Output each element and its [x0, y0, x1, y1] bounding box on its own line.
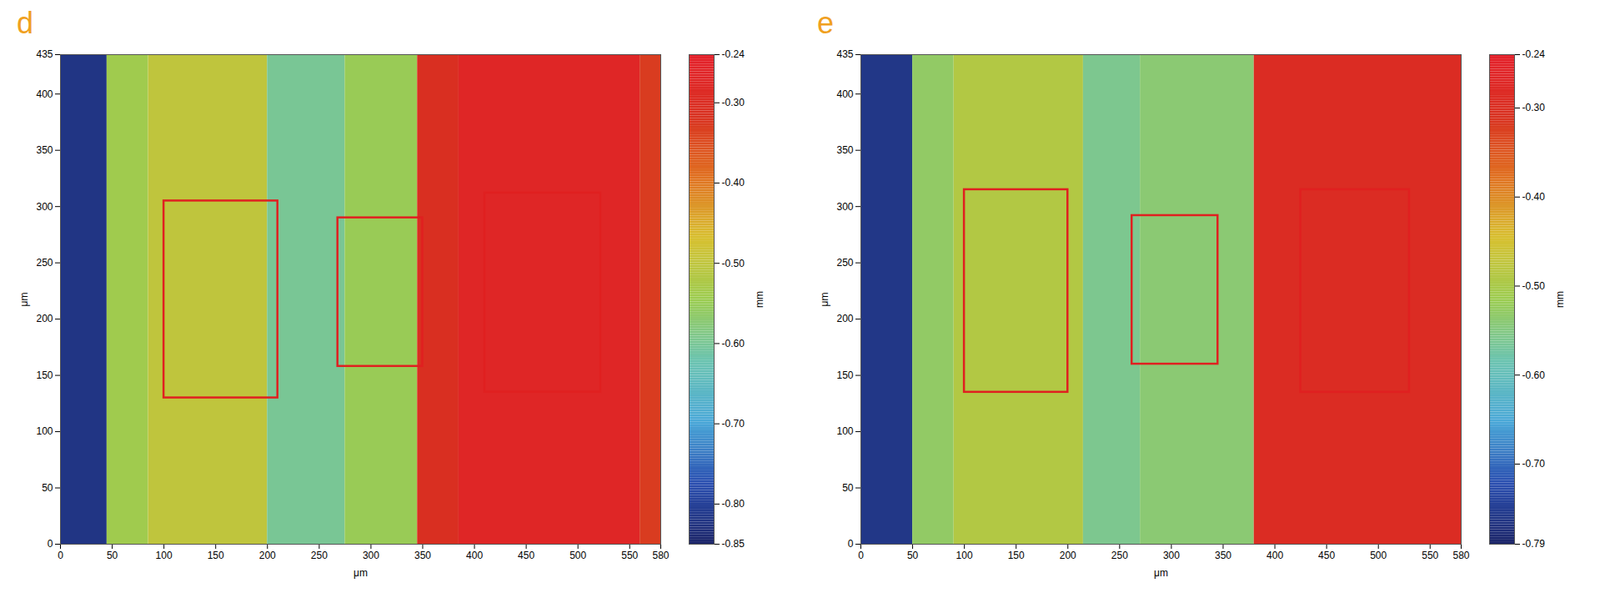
html-text:e: e: [817, 5, 834, 41]
svg-text:250: 250: [35, 256, 53, 269]
svg-text:200: 200: [259, 549, 276, 562]
svg-text:100: 100: [35, 425, 53, 437]
svg-text:0: 0: [47, 537, 54, 550]
svg-text:250: 250: [310, 549, 328, 562]
svg-text:150: 150: [836, 369, 853, 382]
svg-text:-0.80: -0.80: [722, 497, 746, 510]
svg-text:150: 150: [1008, 549, 1025, 562]
svg-text:580: 580: [652, 549, 669, 562]
svg-text:-0.30: -0.30: [722, 96, 746, 109]
svg-text:350: 350: [836, 144, 853, 156]
svg-text:200: 200: [1059, 549, 1077, 562]
svg-text:-0.40: -0.40: [722, 176, 746, 189]
svg-text:-0.24: -0.24: [722, 48, 746, 61]
svg-text:150: 150: [207, 549, 225, 562]
svg-text:435: 435: [35, 48, 53, 61]
svg-text:100: 100: [155, 549, 173, 562]
svg-text:350: 350: [414, 549, 432, 562]
svg-text:-0.79: -0.79: [1522, 537, 1546, 550]
svg-text:-0.60: -0.60: [722, 337, 746, 350]
svg-text:μm: μm: [1153, 566, 1169, 579]
svg-text:435: 435: [836, 48, 853, 61]
svg-text:μm: μm: [818, 292, 831, 307]
svg-text:200: 200: [836, 312, 853, 325]
svg-text:mm: mm: [753, 290, 766, 308]
svg-text:-0.24: -0.24: [1522, 48, 1546, 61]
svg-text:400: 400: [35, 88, 53, 101]
svg-text:400: 400: [836, 88, 853, 101]
svg-text:50: 50: [41, 481, 54, 494]
svg-text:-0.60: -0.60: [1522, 369, 1546, 382]
svg-text:-0.85: -0.85: [722, 537, 746, 550]
svg-text:300: 300: [35, 200, 53, 213]
svg-text:mm: mm: [1554, 290, 1566, 308]
svg-text:580: 580: [1452, 549, 1470, 562]
svg-text:150: 150: [35, 369, 53, 382]
html-text:d: d: [16, 5, 34, 41]
svg-text:-0.50: -0.50: [1522, 280, 1546, 292]
svg-text:50: 50: [907, 549, 919, 562]
svg-text:450: 450: [517, 549, 535, 562]
svg-text:500: 500: [1369, 549, 1387, 562]
svg-text:500: 500: [569, 549, 587, 562]
svg-text:μm: μm: [353, 566, 368, 579]
svg-text:550: 550: [621, 549, 638, 562]
svg-text:50: 50: [842, 481, 854, 494]
svg-text:-0.30: -0.30: [1522, 101, 1546, 114]
svg-text:300: 300: [1163, 549, 1180, 562]
svg-text:550: 550: [1421, 549, 1439, 562]
svg-text:400: 400: [466, 549, 483, 562]
svg-text:300: 300: [362, 549, 380, 562]
svg-text:200: 200: [35, 312, 53, 325]
svg-text:0: 0: [847, 537, 854, 550]
svg-text:0: 0: [57, 549, 64, 562]
svg-text:100: 100: [836, 425, 853, 437]
svg-text:300: 300: [836, 200, 853, 213]
svg-text:350: 350: [35, 144, 53, 156]
svg-text:0: 0: [857, 549, 864, 562]
svg-text:100: 100: [956, 549, 974, 562]
svg-text:250: 250: [836, 256, 853, 269]
svg-text:50: 50: [106, 549, 119, 562]
svg-text:-0.40: -0.40: [1522, 190, 1546, 203]
svg-text:-0.70: -0.70: [722, 417, 746, 430]
svg-text:μm: μm: [18, 292, 31, 307]
svg-text:-0.50: -0.50: [722, 257, 746, 270]
svg-text:-0.70: -0.70: [1522, 457, 1546, 470]
svg-text:250: 250: [1111, 549, 1129, 562]
svg-text:400: 400: [1266, 549, 1284, 562]
svg-text:450: 450: [1318, 549, 1335, 562]
svg-text:350: 350: [1214, 549, 1232, 562]
